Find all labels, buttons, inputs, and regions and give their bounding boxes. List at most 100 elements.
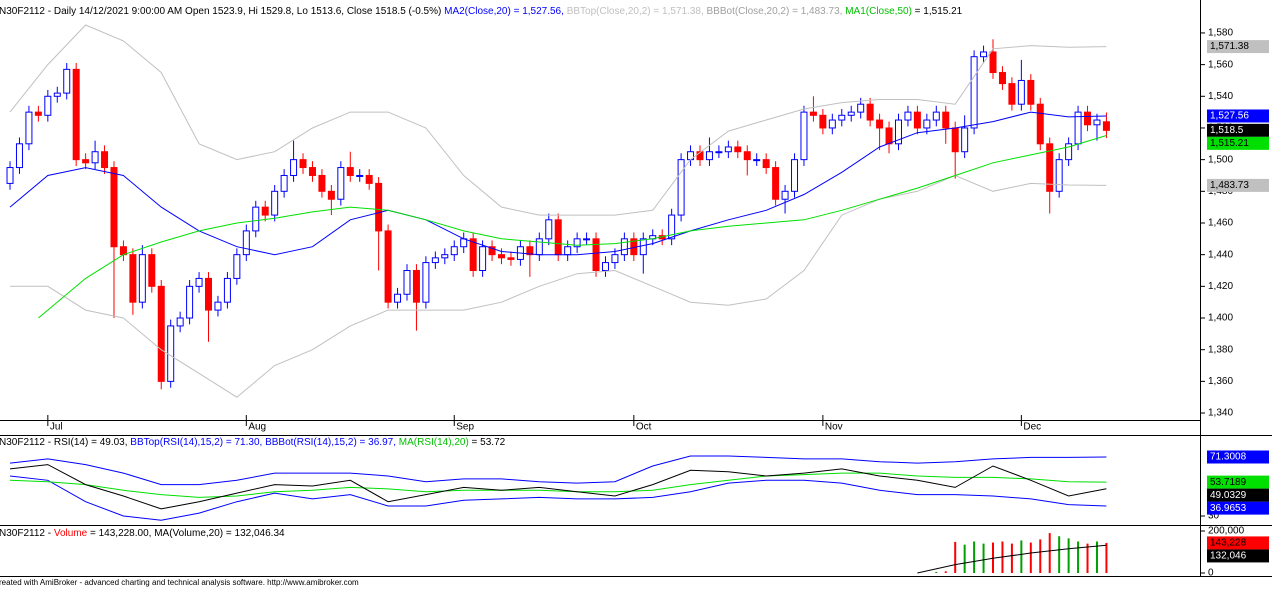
last-value-label: 53.7189 — [1210, 477, 1247, 488]
candle-body — [838, 114, 846, 121]
x-tick-label: Oct — [636, 422, 652, 433]
y-tick-label: 0 — [1208, 568, 1214, 579]
header-part: Volume — [54, 528, 88, 539]
volume-bar — [1039, 539, 1042, 573]
y-tick-label: 1,360 — [1208, 376, 1233, 387]
candle-body — [980, 51, 988, 58]
volume-bar — [954, 541, 957, 573]
candle-body — [724, 146, 732, 153]
candle-body — [545, 219, 553, 240]
candle-body — [564, 246, 572, 256]
candle-body — [308, 167, 316, 176]
header-part: MA1(Close,50) — [845, 6, 912, 17]
candle-body — [819, 114, 827, 129]
candle-body — [923, 119, 931, 129]
candle-body — [601, 262, 609, 271]
indicator-line — [10, 174, 1107, 398]
candle-body — [129, 254, 137, 303]
candle-body — [942, 111, 950, 129]
volume-bar — [1048, 533, 1051, 573]
y-tick-label: 1,500 — [1208, 154, 1233, 165]
y-tick-label: 1,440 — [1208, 249, 1233, 260]
candle-body — [375, 182, 383, 232]
candle-body — [110, 167, 118, 248]
header-part: BBTop(RSI(14),15,2) = 71.30, — [130, 437, 265, 448]
volume-bar — [982, 543, 985, 573]
candle-body — [337, 167, 345, 200]
candle-body — [885, 127, 893, 145]
candle-body — [1008, 83, 1016, 105]
candle-body — [668, 214, 676, 240]
candle-body — [138, 254, 146, 303]
header-part: BBBot(RSI(14),15,2) = 36.97, — [265, 437, 399, 448]
candle-body — [989, 51, 997, 74]
candle-body — [866, 103, 874, 121]
volume-bar — [973, 541, 976, 573]
last-value-label: 49.0329 — [1210, 490, 1247, 501]
candle-body — [15, 143, 23, 169]
candle-body — [479, 246, 487, 271]
candle-body — [450, 246, 458, 256]
last-value-box — [1207, 109, 1269, 123]
x-tick-label: Nov — [825, 422, 843, 433]
volume-bar — [1067, 538, 1070, 573]
y-tick-label: 1,460 — [1208, 218, 1233, 229]
candle-body — [932, 111, 940, 121]
candle-body — [186, 285, 194, 319]
candle-body — [356, 174, 364, 177]
candle-body — [271, 190, 279, 216]
last-value-box — [1207, 549, 1269, 563]
candle-body — [261, 206, 269, 216]
candle-body — [403, 269, 411, 295]
last-value-box — [1207, 488, 1269, 502]
candle-body — [1102, 121, 1110, 131]
header-part: MA(RSI(14),20) — [399, 437, 469, 448]
candle-body — [280, 174, 288, 192]
candle-body — [1017, 79, 1025, 105]
candle-body — [677, 159, 685, 216]
volume-bar — [1010, 543, 1013, 573]
volume-bar — [1058, 536, 1061, 573]
candle-body — [913, 111, 921, 129]
candle-body — [705, 151, 713, 161]
candle-body — [365, 174, 373, 184]
candle-body — [970, 56, 978, 129]
candle-body — [1093, 119, 1101, 126]
candle-body — [857, 103, 865, 113]
volume-bar — [963, 544, 966, 573]
y-tick-label: 1,580 — [1208, 28, 1233, 39]
candle-body — [951, 127, 959, 153]
indicator-line — [9, 464, 1107, 510]
candle-body — [592, 238, 600, 271]
candle-body — [507, 257, 515, 260]
volume-bar — [944, 571, 947, 573]
candle-body — [318, 174, 326, 192]
candle-body — [346, 167, 354, 176]
candle-body — [157, 285, 165, 382]
candle-body — [394, 293, 402, 303]
candle-body — [195, 277, 203, 287]
x-tick-label: Sep — [456, 422, 474, 433]
candle-body — [696, 151, 704, 161]
candle-body — [431, 257, 439, 264]
candle-body — [998, 72, 1006, 85]
y-tick-label: 1,540 — [1208, 91, 1233, 102]
last-value-box — [1207, 178, 1269, 192]
y-tick-label: 1,340 — [1208, 408, 1233, 419]
candle-body — [223, 277, 231, 303]
last-value-box — [1207, 475, 1269, 489]
last-value-box — [1207, 501, 1269, 515]
header-part: N30F2112 - Daily 14/12/2021 9:00:00 AM O… — [0, 6, 444, 17]
header-part: BBBot(Close,20,2) = 1,483.73, — [707, 6, 846, 17]
x-tick-label: Jul — [50, 422, 63, 433]
candle-body — [1046, 143, 1054, 192]
candle-body — [734, 146, 742, 153]
indicator-line — [38, 135, 1107, 319]
candle-body — [290, 159, 298, 176]
indicator-line — [9, 472, 1107, 498]
candle-body — [1084, 111, 1092, 126]
header-part: BBTop(Close,20,2) = 1,571.38, — [567, 6, 707, 17]
volume-bar — [1029, 542, 1032, 573]
last-value-box — [1207, 536, 1269, 550]
